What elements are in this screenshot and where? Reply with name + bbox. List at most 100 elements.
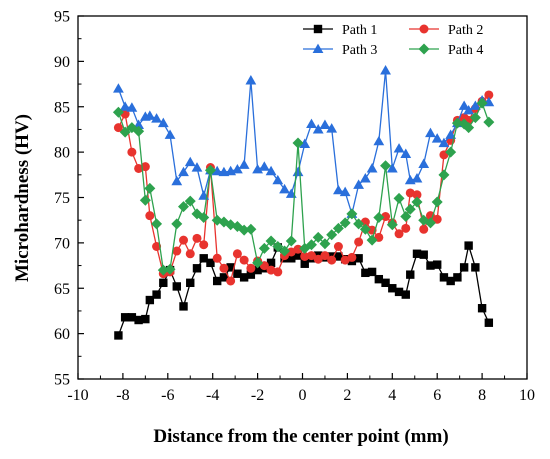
series-3 bbox=[113, 65, 495, 218]
series-2-point bbox=[239, 255, 249, 265]
series-4-point bbox=[359, 223, 371, 235]
series-4-point bbox=[445, 146, 457, 158]
series-2-point bbox=[419, 224, 429, 234]
series-4-point bbox=[483, 116, 495, 128]
series-2-point bbox=[152, 242, 162, 252]
x-tick-label: 8 bbox=[478, 387, 486, 404]
series-3-point bbox=[425, 127, 436, 138]
series-4-point bbox=[424, 217, 436, 229]
y-tick-label: 95 bbox=[54, 9, 70, 26]
series-1-point bbox=[159, 278, 168, 288]
series-3-point bbox=[366, 163, 378, 173]
series-1-point bbox=[300, 259, 309, 268]
y-tick-label: 85 bbox=[54, 99, 70, 116]
series-4-point bbox=[279, 245, 291, 257]
series-1-point bbox=[179, 302, 188, 311]
legend-entry-4: Path 4 bbox=[409, 43, 483, 58]
series-2-point bbox=[172, 246, 182, 256]
series-layer bbox=[112, 65, 495, 340]
series-3-point bbox=[400, 148, 412, 158]
series-1-point bbox=[367, 267, 377, 277]
series-2-point bbox=[320, 251, 330, 261]
series-1-point bbox=[464, 241, 473, 250]
series-2-point bbox=[226, 276, 236, 286]
y-tick-label: 70 bbox=[54, 235, 70, 252]
series-3-point bbox=[231, 163, 243, 174]
series-2-point bbox=[484, 90, 494, 100]
series-1-point bbox=[484, 318, 494, 327]
series-3-point bbox=[393, 143, 405, 153]
series-2-point bbox=[300, 251, 310, 261]
series-4-point bbox=[272, 241, 284, 253]
series-4-point bbox=[119, 126, 131, 138]
series-3-point bbox=[191, 162, 203, 172]
series-2-point bbox=[192, 233, 202, 243]
series-3-point bbox=[458, 100, 470, 110]
series-2-point bbox=[327, 255, 337, 265]
series-1-point bbox=[172, 282, 181, 291]
series-2-point bbox=[432, 214, 442, 224]
series-4-point bbox=[404, 203, 416, 215]
series-3-point bbox=[245, 75, 257, 85]
series-2-point bbox=[145, 211, 155, 221]
y-tick-label: 60 bbox=[54, 326, 70, 343]
y-tick-label: 75 bbox=[54, 190, 70, 207]
x-axis-title: Distance from the center point (mm) bbox=[153, 426, 448, 447]
series-4-point bbox=[184, 195, 196, 207]
series-4-point bbox=[252, 257, 264, 269]
series-1-point bbox=[426, 261, 435, 270]
series-4-point bbox=[144, 182, 156, 194]
series-3-point bbox=[164, 129, 176, 139]
series-4-point bbox=[178, 201, 190, 213]
series-2-point bbox=[179, 235, 189, 245]
series-4-point bbox=[265, 235, 277, 247]
series-1-point bbox=[293, 251, 303, 260]
series-1-point bbox=[401, 290, 410, 299]
series-3-point bbox=[312, 124, 324, 134]
series-4-point bbox=[245, 223, 257, 235]
series-4-point bbox=[171, 218, 183, 230]
series-2-point bbox=[306, 251, 316, 261]
series-2-point bbox=[266, 265, 276, 275]
series-4-point bbox=[380, 160, 392, 172]
series-1-point bbox=[127, 313, 137, 322]
series-1-point bbox=[266, 258, 276, 268]
series-2-point bbox=[394, 229, 404, 239]
series-4-point bbox=[411, 196, 423, 208]
series-3-point bbox=[265, 165, 277, 176]
series-2-point bbox=[405, 188, 415, 198]
series-3-point bbox=[373, 135, 385, 146]
series-1-point bbox=[381, 278, 390, 288]
series-2-point bbox=[127, 147, 137, 157]
series-2-point bbox=[212, 253, 222, 263]
x-tick-label: 0 bbox=[299, 387, 307, 404]
series-1-point bbox=[361, 268, 370, 278]
series-4-point bbox=[438, 169, 450, 181]
series-3-point bbox=[126, 102, 138, 112]
series-1-point bbox=[287, 254, 296, 263]
series-3-point bbox=[319, 119, 331, 129]
series-1-point bbox=[206, 258, 215, 268]
series-4-point bbox=[400, 211, 412, 223]
series-2-point bbox=[333, 242, 343, 252]
series-4-point bbox=[469, 112, 481, 124]
series-4-point bbox=[305, 239, 317, 251]
series-2 bbox=[113, 90, 494, 286]
series-4-point bbox=[451, 117, 463, 129]
series-2-point bbox=[273, 267, 283, 277]
series-4-point bbox=[238, 224, 250, 236]
series-4-point bbox=[319, 238, 331, 250]
series-4-point bbox=[339, 217, 351, 229]
series-4-point bbox=[312, 231, 324, 243]
series-1-point bbox=[412, 249, 422, 258]
series-3-point bbox=[272, 174, 284, 185]
x-tick-label: 2 bbox=[343, 387, 351, 404]
series-1-point bbox=[239, 273, 249, 282]
y-tick-label: 65 bbox=[54, 281, 70, 298]
series-3-point bbox=[306, 118, 317, 129]
series-4-point bbox=[463, 122, 475, 134]
series-4-point bbox=[386, 219, 398, 231]
series-1-point bbox=[233, 269, 242, 278]
x-tick-label: 10 bbox=[519, 387, 535, 404]
series-4-point bbox=[164, 263, 176, 275]
